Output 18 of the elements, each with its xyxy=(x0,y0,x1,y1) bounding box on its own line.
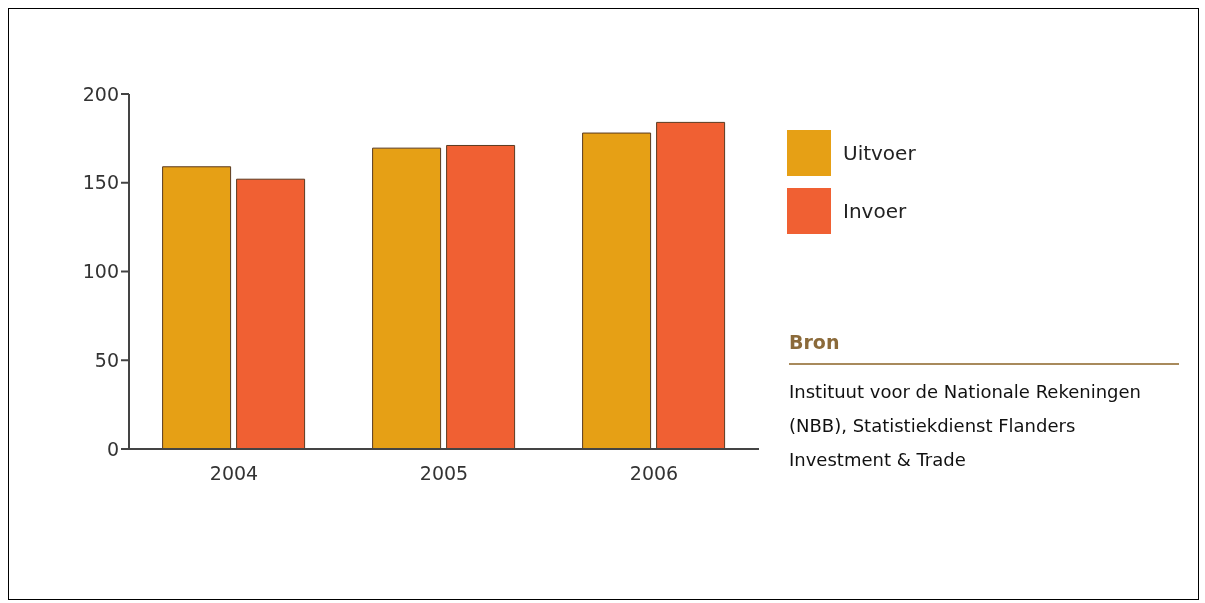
bar xyxy=(582,132,652,449)
y-tick-label: 200 xyxy=(82,82,119,105)
bar xyxy=(236,178,306,449)
bar xyxy=(446,144,516,449)
y-tick-label: 0 xyxy=(106,437,119,460)
y-tick-label: 150 xyxy=(82,171,119,194)
x-tick-label: 2006 xyxy=(629,462,679,485)
text: Instituut voor de Nationale Rekeningen (NBB), Statistiekdienst Flanders Investment & Trade xyxy=(789,380,1142,472)
text: Bron xyxy=(789,331,1179,365)
legend-label: Invoer xyxy=(843,199,907,223)
y-tick-label: 100 xyxy=(82,260,119,283)
x-tick-label: 2005 xyxy=(419,462,469,485)
y-tick-label: 50 xyxy=(94,348,119,371)
bar xyxy=(162,166,232,449)
bar xyxy=(372,147,442,449)
bar xyxy=(656,121,726,449)
x-tick-label: 2004 xyxy=(209,462,259,485)
legend-label: Uitvoer xyxy=(843,141,916,165)
